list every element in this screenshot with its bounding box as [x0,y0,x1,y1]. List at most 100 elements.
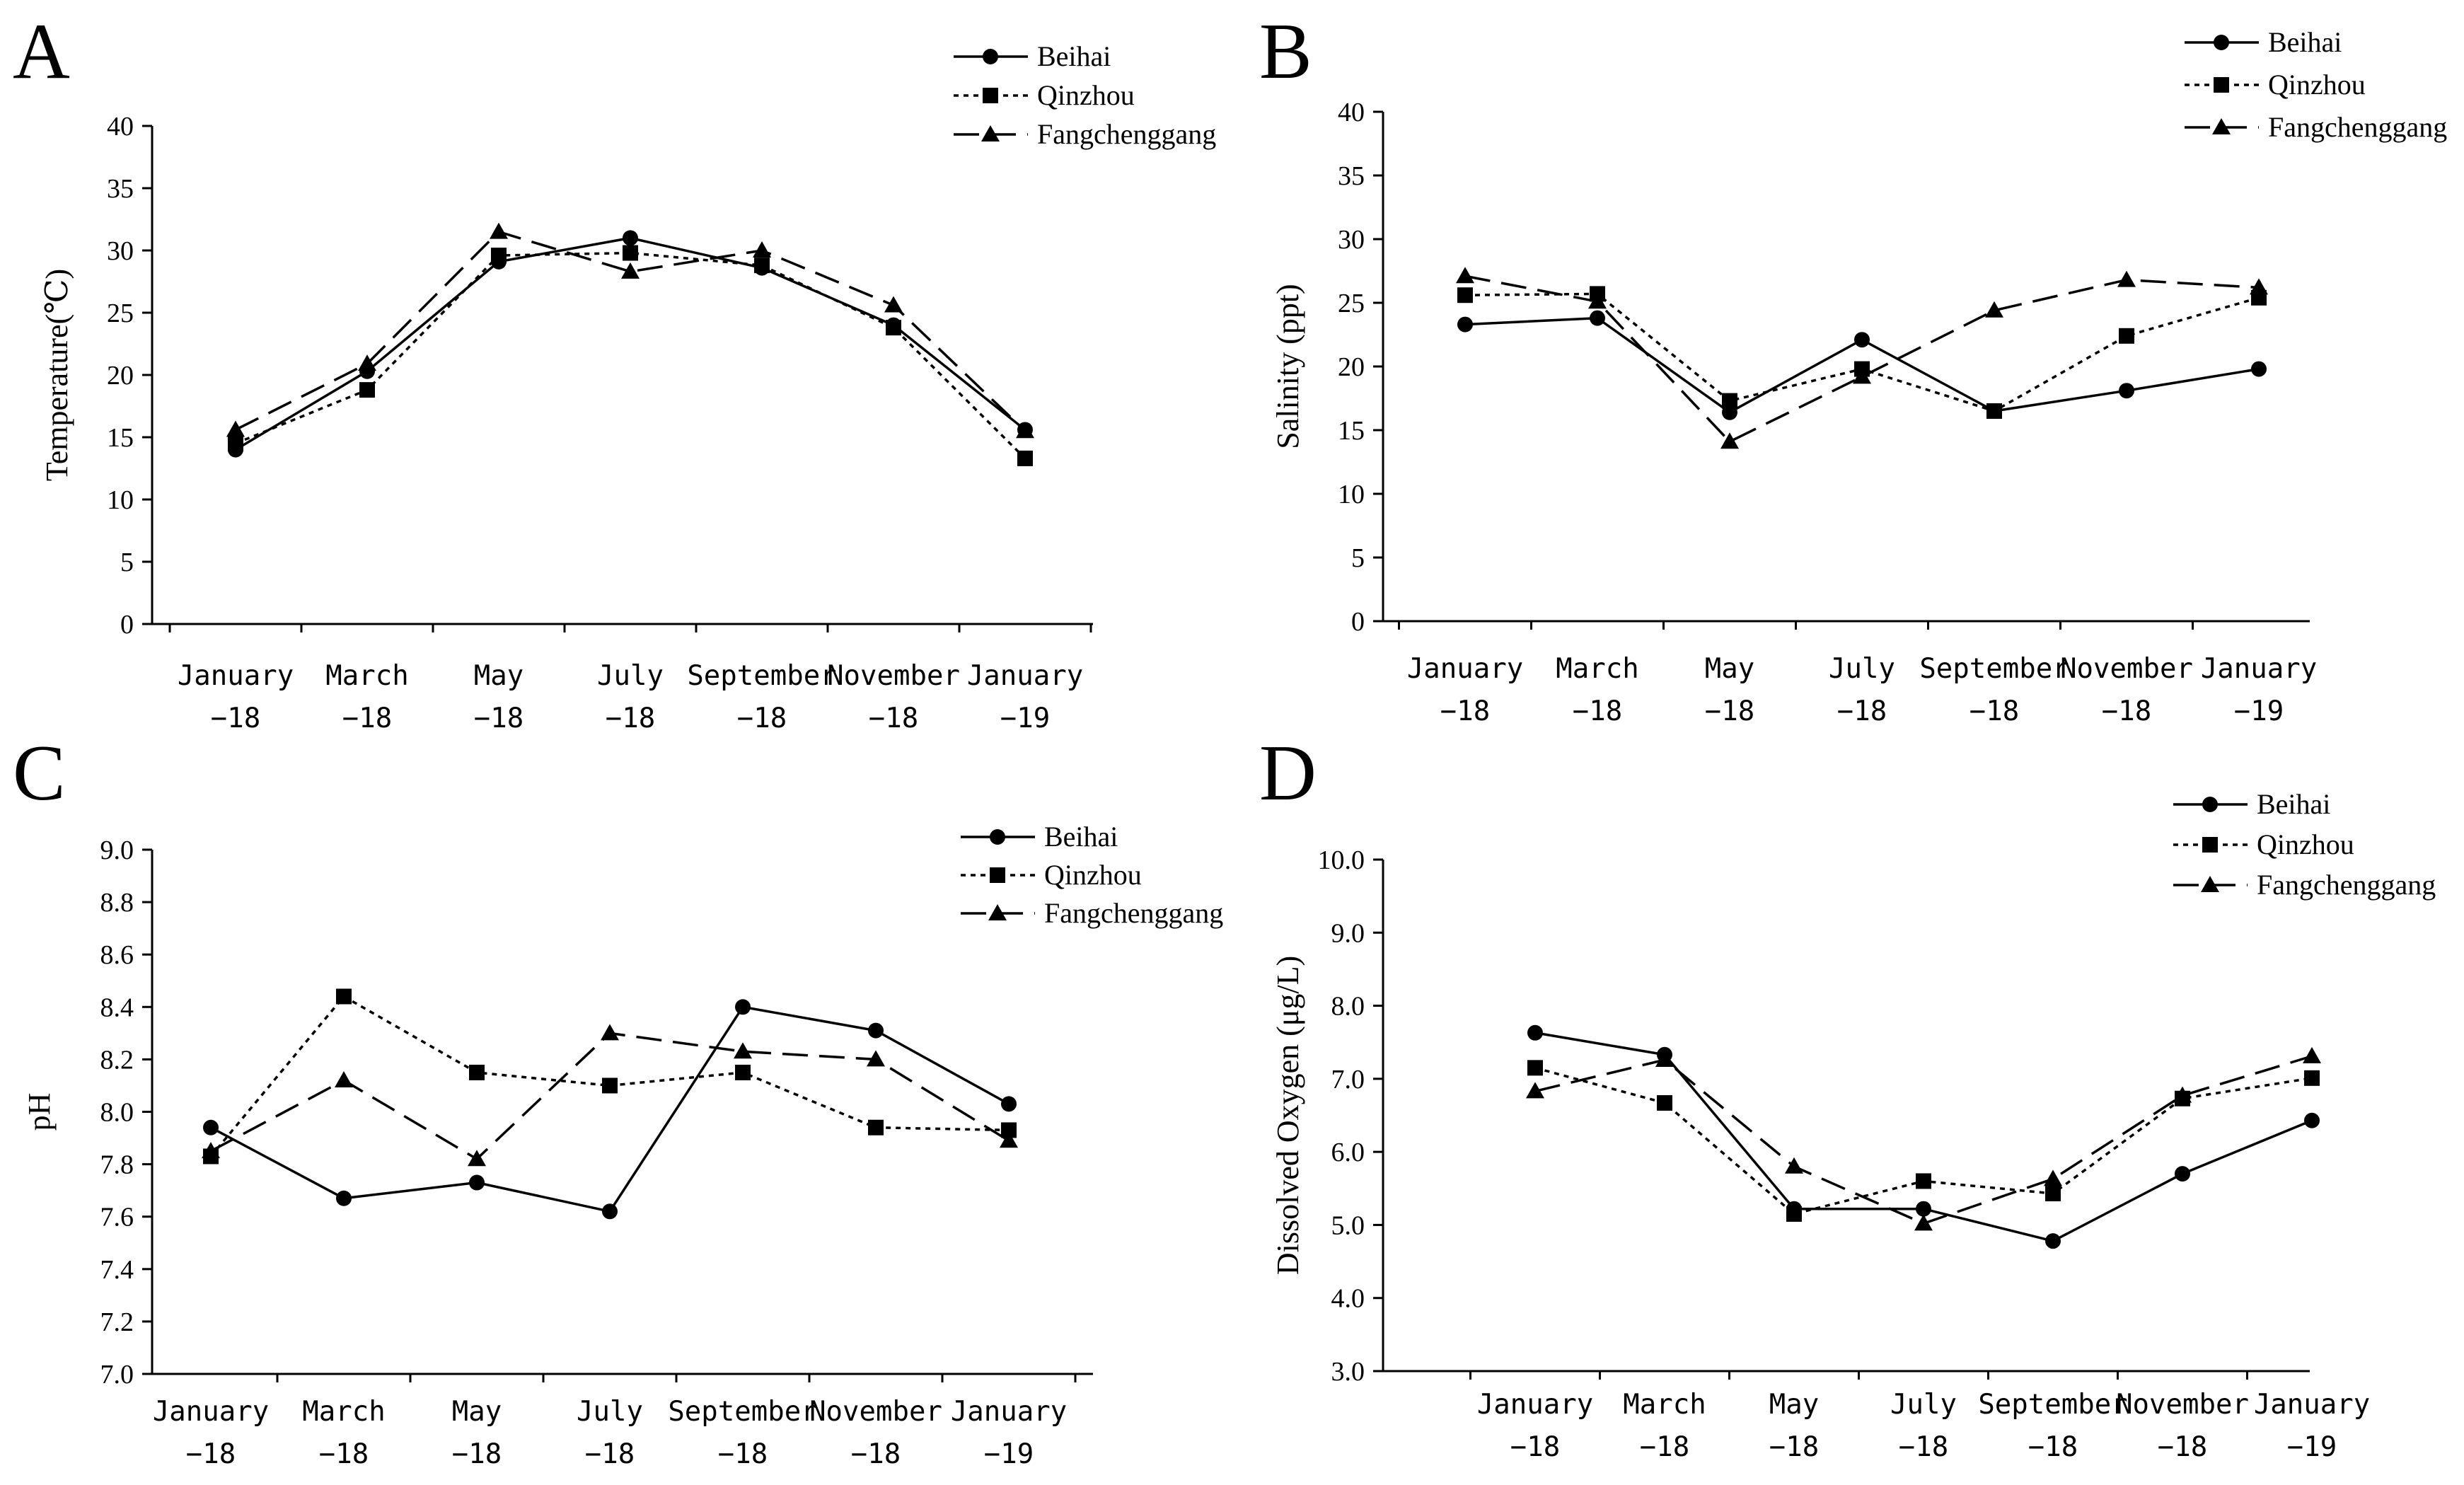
series-beihai-point [469,1174,485,1191]
y-tick-label: 20 [1338,352,1365,382]
y-tick-label: 30 [1338,225,1365,255]
x-tick-label-year: −18 [452,1438,502,1470]
x-tick-label-month: May [1705,653,1754,685]
y-tick-label: 7.2 [100,1307,134,1337]
series-fangchenggang-point [2250,278,2268,295]
x-tick-label-year: −18 [2158,1431,2207,1463]
y-tick-label: 8.4 [100,993,134,1022]
series-qinzhou-point [228,435,243,451]
y-tick-label: 7.0 [1331,1065,1365,1094]
series-fangchenggang-point [490,222,508,239]
y-tick-label: 8.2 [100,1045,134,1075]
series-qinzhou-line [1534,1066,2313,1215]
y-tick-label: 8.0 [100,1098,134,1128]
x-tick-label-month: March [302,1396,385,1428]
series-qinzhou-point [1916,1173,1931,1189]
x-tick-label-year: −18 [606,703,655,734]
series-qinzhou-point [2119,328,2134,344]
x-tick-label-year: −18 [186,1438,236,1470]
series-qinzhou-point [359,382,375,398]
x-tick-label-year: −19 [2287,1431,2337,1463]
series-fangchenggang-point [1000,1131,1018,1148]
x-tick-label-month: November [827,660,960,692]
x-tick-label-month: September [1919,653,2069,685]
series-fangchenggang-point [1785,1157,1803,1174]
y-tick-label: 30 [107,236,134,266]
series-qinzhou-point [886,320,901,336]
y-tick-label: 5 [1351,543,1365,573]
y-tick-label: 0 [120,610,134,640]
series-fangchenggang-line [1464,275,2260,444]
series-beihai-point [1457,316,1473,333]
series-fangchenggang-point [226,420,245,437]
y-tick-label: 10 [107,485,134,515]
panel-b: B 0 5 10 15 20 25 30 35 40 January −18 March −18 May −1… [1259,8,2447,727]
series-qinzhou-point [735,1064,751,1080]
y-tick-label: 5.0 [1331,1210,1365,1240]
y-tick-label: 3.0 [1331,1357,1365,1387]
x-tick-label-year: −19 [984,1438,1034,1470]
series-fangchenggang-point [1456,267,1474,284]
series-qinzhou-point [469,1064,485,1080]
x-tick-label-year: −18 [869,703,918,734]
x-tick-label-month: January [153,1396,269,1428]
series-fangchenggang-point [335,1071,353,1088]
y-tick-label: 20 [107,361,134,391]
legend-swatch-marker [988,904,1007,920]
y-tick-label: 8.8 [100,888,134,918]
series-fangchenggang-point [1016,422,1034,439]
x-tick-label-month: September [1978,1389,2127,1421]
legend-swatch-marker [983,49,998,64]
x-tick-label-year: −18 [1705,695,1754,727]
panel-letter: D [1259,729,1317,817]
x-tick-label-year: −19 [1000,703,1050,734]
series-beihai-point [2175,1166,2190,1182]
series-fangchenggang-point [884,296,903,313]
series-fangchenggang-point [1853,367,1871,384]
panel-letter: C [13,729,66,817]
series-beihai-point [602,1203,618,1220]
series-qinzhou-line [1464,292,2260,412]
legend-label-fangchenggang: Fangchenggang [1044,897,1223,929]
y-tick-label: 5 [120,548,134,577]
x-tick-label-month: January [2254,1389,2370,1421]
series-qinzhou-point [1001,1122,1017,1138]
x-tick-label-year: −18 [851,1438,901,1470]
series-fangchenggang-line [235,230,1026,432]
series-fangchenggang-point [2303,1046,2321,1063]
y-tick-label: 35 [1338,161,1365,191]
legend-label-beihai: Beihai [2257,788,2330,820]
panel-letter: B [1259,8,1312,96]
series-fangchenggang-point [867,1050,885,1067]
legend-label-beihai: Beihai [2268,26,2342,58]
series-fangchenggang-point [358,354,376,371]
y-tick-label: 7.0 [100,1360,134,1389]
y-tick-label: 15 [1338,416,1365,446]
series-qinzhou-point [1986,403,2002,419]
panel-d: D 3.0 4.0 5.0 6.0 7.0 8.0 9.0 10.0 January −18 Marc… [1259,729,2436,1463]
x-tick-label-month: September [668,1396,817,1428]
series-qinzhou-point [1527,1060,1543,1076]
y-tick-label: 25 [1338,289,1365,318]
x-tick-label-year: −18 [1573,695,1622,727]
legend-label-qinzhou: Qinzhou [1037,79,1135,111]
x-tick-label-year: −18 [342,703,392,734]
series-beihai-point [2119,383,2134,399]
y-axis-title: pH [22,1093,57,1131]
series-beihai-point [1854,332,1870,348]
x-tick-label-month: March [325,660,408,692]
y-tick-label: 35 [107,174,134,204]
legend: Beihai Qinzhou Fangchenggang [2185,26,2447,143]
x-tick-label-year: −18 [585,1438,635,1470]
legend-swatch-marker [2201,876,2219,892]
series-fangchenggang-point [202,1142,220,1159]
y-tick-label: 9.0 [1331,918,1365,948]
x-tick-label-month: January [178,660,294,692]
x-tick-label-year: −18 [1970,695,2019,727]
legend: Beihai Qinzhou Fangchenggang [954,40,1216,150]
legend-swatch-marker [981,125,1000,141]
x-tick-label-month: January [967,660,1083,692]
legend-label-qinzhou: Qinzhou [2257,828,2354,860]
